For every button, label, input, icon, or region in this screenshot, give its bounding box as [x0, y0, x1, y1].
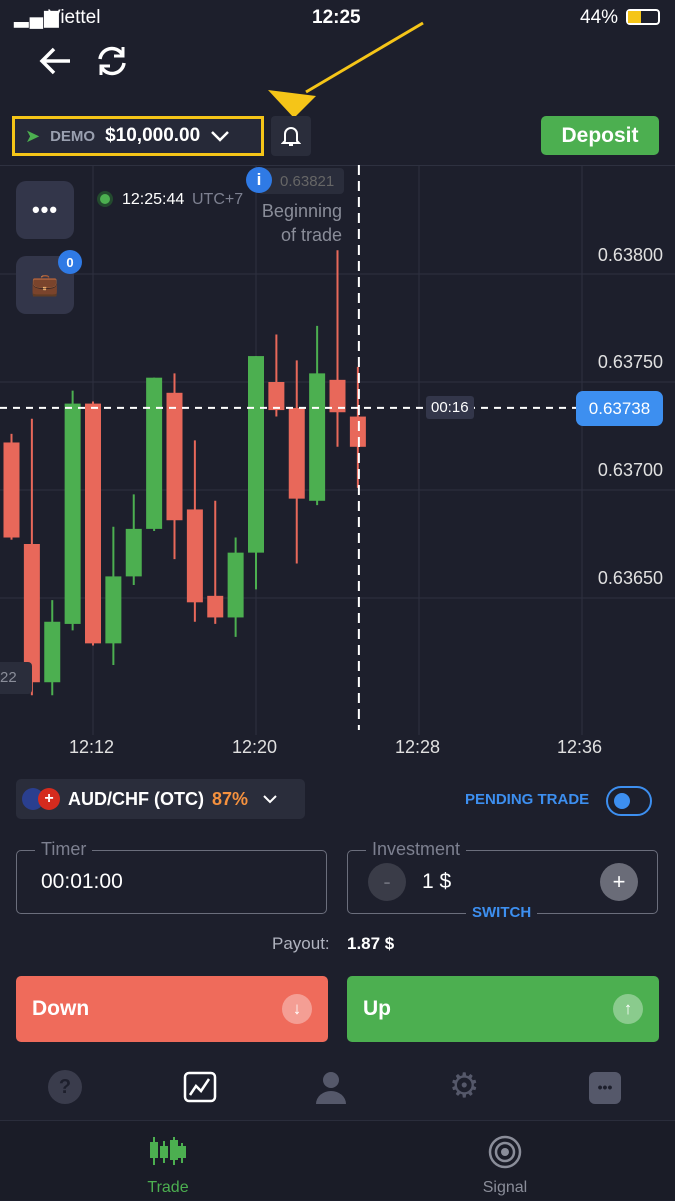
candle-up	[64, 403, 81, 624]
timer-field[interactable]: Timer 00:01:00	[16, 839, 327, 914]
candle-up	[248, 356, 264, 553]
help-icon[interactable]: ?	[48, 1070, 82, 1104]
candle-down	[349, 416, 366, 447]
refresh-icon[interactable]	[94, 44, 130, 78]
candle-down	[85, 403, 101, 644]
payout-value: 1.87 $	[347, 934, 395, 953]
candle-down	[3, 442, 20, 538]
candle-down	[288, 407, 305, 499]
price-tick: 0.63700	[597, 460, 663, 480]
account-selector[interactable]: ➤ DEMO $10,000.00	[12, 116, 264, 156]
down-button[interactable]: Down ↓	[16, 976, 328, 1042]
price-tick: 0.63800	[597, 245, 663, 265]
nav-trade-label: Trade	[147, 1179, 189, 1196]
candle-down	[23, 544, 40, 683]
nav-signal[interactable]: Signal	[455, 1121, 555, 1201]
battery-level: 44%	[580, 7, 619, 28]
candle-countdown: 00:16	[426, 396, 474, 419]
nav-signal-label: Signal	[482, 1179, 528, 1196]
briefcase-icon: 💼	[31, 272, 59, 297]
switch-button[interactable]: SWITCH	[466, 904, 538, 921]
pending-trade-label: PENDING TRADE	[465, 791, 590, 808]
arrow-down-icon: ↓	[282, 994, 312, 1024]
deposit-button[interactable]: Deposit	[541, 116, 659, 155]
asset-name: AUD/CHF (OTC)	[68, 788, 204, 809]
status-bar: ▂▄▆ Viettel 12:25 44%	[0, 0, 675, 34]
candle-up	[146, 377, 163, 529]
candle-down	[166, 392, 183, 521]
payout-label: Payout:	[272, 934, 330, 953]
up-label: Up	[363, 997, 391, 1020]
balance: $10,000.00	[105, 125, 201, 146]
info-tooltip: 0.63821	[258, 168, 344, 194]
annotation-arrow-icon	[268, 21, 424, 118]
candle-down	[268, 382, 285, 411]
chevron-down-icon	[211, 131, 230, 142]
current-price-badge: 0.63738	[576, 391, 663, 426]
back-arrow-icon[interactable]	[38, 44, 74, 78]
candle-up	[309, 373, 326, 501]
candle-up	[125, 528, 142, 577]
time-tick: 12:28	[395, 737, 441, 757]
timer-value[interactable]: 00:01:00	[41, 870, 123, 893]
candle-down	[207, 595, 224, 618]
time-tick: 12:12	[69, 737, 115, 757]
trade-start-label-2: of trade	[280, 225, 342, 245]
price-tick: 0.63650	[597, 568, 663, 588]
trade-start-label: Beginning	[261, 201, 342, 221]
candle-up	[227, 552, 244, 618]
time-tick: 12:36	[557, 737, 603, 757]
bell-icon	[281, 127, 301, 146]
portfolio-button[interactable]: 💼 0	[16, 250, 82, 314]
signal-icon: ▂▄▆	[14, 7, 60, 28]
account-type: DEMO	[50, 127, 96, 145]
signal-broadcast-icon	[488, 1135, 522, 1169]
open-trades-badge: 0	[58, 250, 82, 274]
price-tick: 0.63750	[597, 352, 663, 372]
candlestick-icon	[150, 1137, 186, 1165]
carrier: Viettel	[48, 7, 101, 28]
timer-label: Timer	[35, 839, 93, 860]
chart-icon[interactable]	[183, 1071, 217, 1103]
clock: 12:25	[312, 7, 361, 28]
candle-down	[186, 509, 203, 603]
arrow-up-icon: ↑	[613, 994, 643, 1024]
decrease-button[interactable]: -	[368, 863, 406, 901]
chart-clock: 12:25:44	[122, 191, 185, 208]
investment-label: Investment	[366, 839, 467, 860]
time-tick: 12:20	[232, 737, 278, 757]
timezone: UTC+7	[192, 191, 244, 208]
more-options-button[interactable]: •••	[16, 181, 74, 239]
asset-selector[interactable]: + AUD/CHF (OTC) 87%	[16, 779, 305, 819]
more-icon[interactable]: •••	[589, 1072, 621, 1104]
battery-icon	[626, 9, 660, 25]
increase-button[interactable]: +	[600, 863, 638, 901]
info-icon[interactable]: i	[246, 167, 272, 193]
crosshair-label: 22	[0, 662, 32, 694]
investment-value[interactable]: 1 $	[422, 870, 452, 893]
paper-plane-icon: ➤	[25, 125, 41, 146]
candle-down	[329, 379, 346, 413]
user-icon[interactable]	[314, 1070, 348, 1104]
notifications-button[interactable]	[271, 116, 311, 156]
candle-up	[44, 621, 61, 683]
bottom-nav: Trade Signal	[0, 1120, 675, 1200]
candle-up	[105, 576, 122, 644]
investment-field[interactable]: Investment - 1 $ + SWITCH	[347, 839, 658, 921]
info-price: 0.63821	[280, 173, 335, 190]
down-label: Down	[32, 997, 90, 1020]
pending-trade-toggle[interactable]	[606, 786, 652, 816]
settings-icon[interactable]: ⚙	[449, 1067, 480, 1105]
live-dot-icon	[100, 194, 110, 204]
chevron-down-icon	[263, 795, 277, 804]
up-button[interactable]: Up ↑	[347, 976, 659, 1042]
nav-trade[interactable]: Trade	[118, 1121, 218, 1201]
ellipsis-icon: •••	[31, 197, 59, 222]
flag-switzerland-icon: +	[38, 788, 60, 810]
price-chart[interactable]	[0, 165, 675, 765]
asset-payout: 87%	[211, 788, 249, 809]
